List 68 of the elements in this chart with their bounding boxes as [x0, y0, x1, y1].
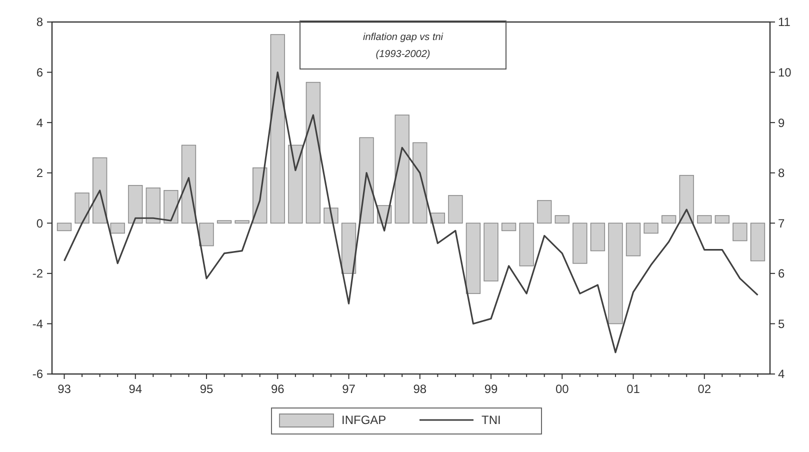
bar	[484, 222, 498, 282]
x-tick-label: 98	[413, 382, 427, 396]
y2-tick-label: 7	[778, 216, 785, 230]
bar	[519, 222, 534, 266]
y-tick-label: 0	[36, 216, 44, 230]
bar	[430, 212, 446, 224]
bar	[234, 220, 250, 224]
bar	[56, 222, 72, 232]
y-tick-label: -4	[32, 316, 44, 331]
bar	[626, 222, 641, 256]
x-tick-label: 99	[484, 382, 498, 396]
bar	[590, 222, 606, 252]
bar	[466, 222, 481, 294]
bar	[697, 215, 712, 224]
x-tick-label: 95	[200, 382, 214, 396]
bar	[164, 190, 178, 224]
x-tick-label: 94	[128, 382, 142, 396]
bar	[341, 222, 356, 274]
bar	[110, 222, 125, 234]
bar	[554, 215, 570, 224]
text: inflation gap vs tni	[362, 32, 444, 43]
bar	[608, 222, 623, 324]
y-tick-label: 6	[36, 65, 44, 80]
x-tick-label: 01	[626, 382, 640, 396]
bar	[359, 137, 374, 224]
bar	[92, 157, 108, 224]
bar	[732, 222, 748, 242]
bar	[644, 222, 658, 234]
bar	[199, 222, 214, 246]
y2-tick-label: 9	[778, 116, 785, 130]
y2-tick-label: 6	[778, 266, 785, 281]
y-tick-label: -6	[32, 367, 44, 382]
y2-tick-label: 8	[778, 166, 785, 180]
x-tick-label: 00	[555, 382, 570, 396]
bar	[270, 34, 285, 224]
y-tick-label: 4	[36, 116, 44, 130]
bar	[537, 200, 552, 224]
bar	[306, 82, 321, 224]
x-tick-label: 93	[58, 382, 72, 396]
legend-label: INFGAP	[342, 413, 386, 428]
x-tick-label: 97	[342, 382, 356, 396]
y-tick-label: 8	[36, 15, 44, 30]
y2-tick-label: 11	[778, 15, 791, 30]
y2-tick-label: 10	[778, 65, 792, 80]
y-tick-label: -2	[32, 266, 44, 281]
bar	[750, 222, 766, 262]
y-tick-label: 2	[36, 166, 44, 180]
x-tick-label: 02	[698, 382, 712, 396]
bar	[448, 195, 463, 224]
line-series	[63, 71, 759, 354]
y2-tick-label: 4	[778, 367, 785, 382]
bar	[146, 188, 161, 224]
bar	[181, 144, 196, 224]
bar	[714, 215, 730, 224]
bar	[661, 215, 676, 224]
bar	[501, 222, 516, 232]
bar	[679, 174, 694, 224]
bar	[572, 222, 588, 264]
bar	[128, 185, 143, 224]
bar	[216, 220, 232, 224]
bar	[412, 142, 428, 224]
bar	[288, 144, 303, 224]
legend-label: TNI	[482, 413, 501, 428]
bar	[74, 192, 90, 224]
text: (1993-2002)	[376, 49, 430, 60]
y2-tick-label: 5	[778, 316, 785, 331]
x-tick-label: 96	[270, 382, 285, 396]
bar	[394, 114, 410, 224]
